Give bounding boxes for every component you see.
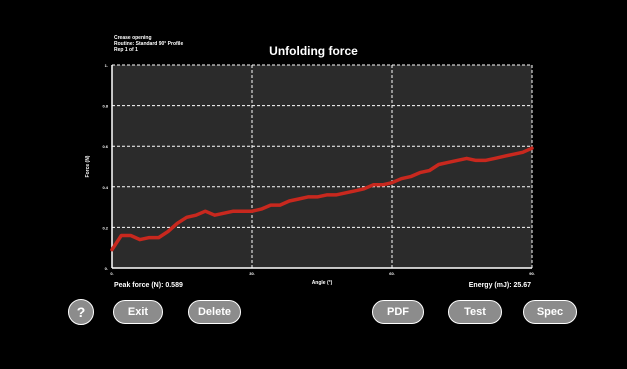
help-button[interactable]: ? [68, 299, 94, 325]
y-tick-label: 0.8 [102, 104, 108, 109]
delete-button[interactable]: Delete [188, 300, 241, 324]
exit-button[interactable]: Exit [113, 300, 163, 324]
peak-force-readout: Peak force (N): 0.589 [114, 282, 183, 289]
test-name: Crease opening [114, 35, 152, 41]
energy-readout: Energy (mJ): 25.67 [468, 282, 531, 289]
rep-counter: Rep 1 of 1 [114, 47, 138, 53]
test-info: Crease opening Routine: Standard 90° Pro… [114, 35, 183, 53]
x-tick-label: 0. [110, 271, 113, 276]
x-tick-label: 30. [249, 271, 255, 276]
y-tick-label: 0. [105, 266, 108, 271]
test-button[interactable]: Test [448, 300, 502, 324]
plot-area [112, 65, 532, 268]
y-tick-label: 1. [105, 63, 108, 68]
y-tick-label: 0.2 [102, 225, 108, 230]
x-tick-label: 90. [529, 271, 535, 276]
x-tick-label: 60. [389, 271, 395, 276]
spec-button[interactable]: Spec [523, 300, 577, 324]
chart-title: Unfolding force [269, 44, 358, 58]
y-tick-label: 0.6 [102, 144, 108, 149]
routine-name: Routine: Standard 90° Profile [114, 41, 184, 47]
x-axis-label: Angle (°) [312, 280, 333, 286]
force-series-line [110, 146, 534, 252]
y-tick-label: 0.4 [102, 185, 108, 190]
pdf-button[interactable]: PDF [372, 300, 424, 324]
y-axis-label: Force (N) [85, 155, 91, 177]
